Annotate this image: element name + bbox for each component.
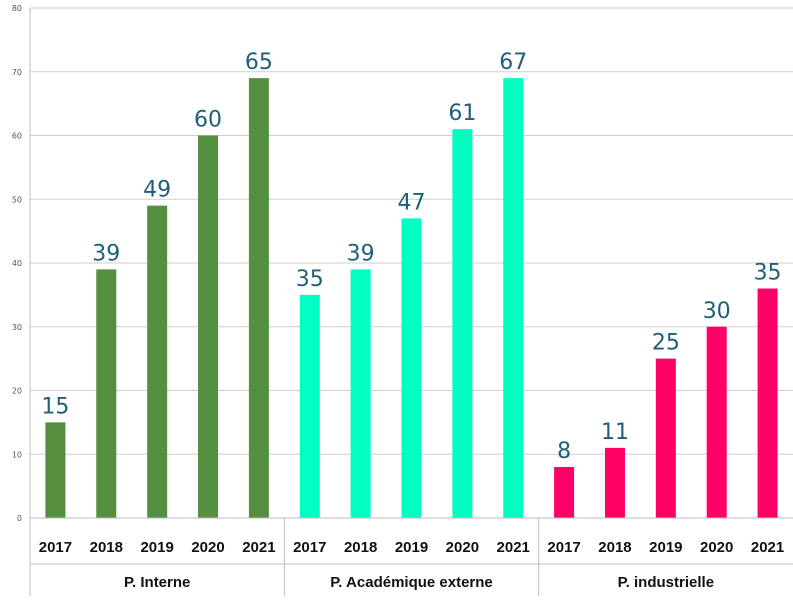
bar-2020 [452, 129, 473, 518]
data-label: 61 [448, 101, 476, 126]
bar-2017 [554, 467, 575, 518]
y-tick-label: 30 [12, 323, 22, 332]
bar-2020 [198, 135, 219, 518]
data-label: 30 [703, 299, 731, 324]
x-tick-label: 2017 [547, 539, 580, 556]
y-tick-label: 40 [12, 259, 22, 268]
bar-2019 [655, 358, 676, 518]
data-label: 39 [92, 241, 120, 266]
bar-2020 [706, 326, 727, 518]
x-tick-label: 2020 [700, 539, 733, 556]
bar-2018 [604, 447, 625, 518]
data-label: 11 [601, 420, 629, 445]
y-axis: 0 10 20 30 40 50 60 70 80 [12, 4, 31, 596]
data-label: 8 [557, 439, 571, 464]
x-tick-label: 2020 [191, 539, 224, 556]
bar-2021 [248, 78, 269, 518]
y-tick-label: 0 [17, 514, 22, 523]
x-tick-label: 2018 [90, 539, 123, 556]
x-tick-label: 2020 [446, 539, 479, 556]
data-labels: 15 39 49 60 65 35 39 47 61 67 8 11 25 30 35 [41, 50, 781, 464]
x-tick-label: 2018 [598, 539, 631, 556]
x-tick-label: 2017 [39, 539, 72, 556]
x-tick-label: 2019 [649, 539, 682, 556]
group-label: P. Académique externe [330, 574, 493, 591]
bars [45, 78, 778, 518]
data-label: 35 [754, 261, 782, 286]
group-label: P. Interne [124, 574, 190, 591]
x-tick-label: 2017 [293, 539, 326, 556]
group-label: P. industrielle [618, 574, 714, 591]
x-tick-label: 2019 [140, 539, 173, 556]
data-label: 65 [245, 50, 273, 75]
x-axis: 2017 2018 2019 2020 2021 P. Interne 2017 2018 20… [30, 517, 793, 596]
x-tick-label: 2019 [395, 539, 428, 556]
data-label: 47 [398, 190, 426, 215]
data-label: 25 [652, 331, 680, 356]
bar-2021 [503, 78, 524, 518]
data-label: 67 [499, 50, 527, 75]
y-tick-label: 60 [12, 132, 22, 141]
x-tick-label: 2021 [242, 539, 275, 556]
y-tick-label: 50 [12, 195, 22, 204]
x-tick-label: 2021 [497, 539, 530, 556]
y-tick-label: 20 [12, 387, 22, 396]
x-tick-label: 2018 [344, 539, 377, 556]
bar-2021 [757, 288, 778, 518]
y-tick-label: 80 [12, 4, 22, 13]
data-label: 39 [347, 241, 375, 266]
data-label: 15 [41, 394, 69, 419]
bar-2018 [96, 269, 117, 518]
bar-2019 [401, 218, 422, 518]
bar-2018 [350, 269, 371, 518]
bar-2019 [147, 205, 168, 518]
bar-2017 [299, 294, 320, 518]
y-tick-label: 10 [12, 450, 22, 459]
x-tick-label: 2021 [751, 539, 784, 556]
data-label: 60 [194, 108, 222, 133]
bar-2017 [45, 422, 66, 518]
data-label: 49 [143, 178, 171, 203]
y-tick-label: 70 [12, 68, 22, 77]
data-label: 35 [296, 267, 324, 292]
